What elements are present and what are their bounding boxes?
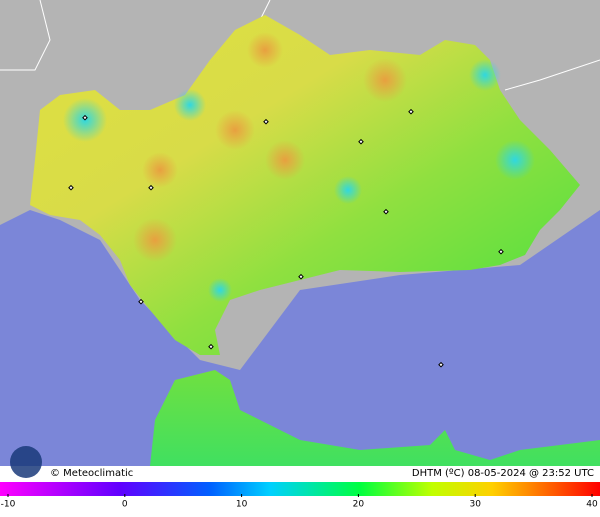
colorbar-tick-label: -10 [1, 500, 16, 510]
brand: © Meteoclimatic [50, 468, 133, 479]
morocco [150, 370, 600, 466]
stations [68, 108, 504, 368]
caption-strip [0, 466, 600, 481]
border [0, 0, 51, 71]
border [504, 59, 600, 91]
colorbar-tick-label: 10 [236, 500, 248, 510]
logo [10, 446, 42, 478]
caption: DHTM (ºC) 08-05-2024 @ 23:52 UTC [412, 468, 594, 479]
colorbar [0, 482, 600, 496]
colorbar-ticks: -10 0 10 20 30 40 [1, 494, 598, 510]
andalusia [30, 15, 580, 355]
sea [0, 210, 600, 466]
colorbar-tick-label: 30 [469, 500, 481, 510]
colorbar-tick-label: 0 [122, 500, 128, 510]
temperature-blobs [63, 32, 535, 302]
colorbar-labels-bg [0, 496, 600, 517]
colorbar-tick-label: 40 [586, 500, 598, 510]
border [259, 0, 271, 21]
colorbar-tick-label: 20 [353, 500, 365, 510]
